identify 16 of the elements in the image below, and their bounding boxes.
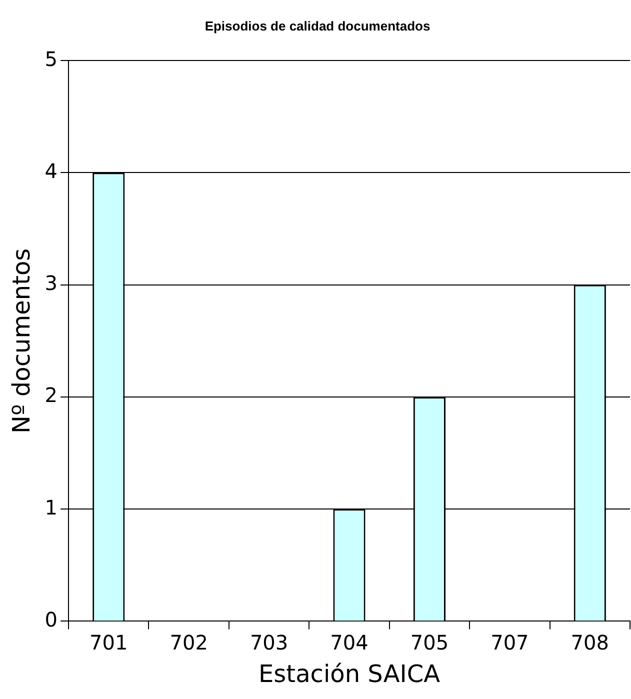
x-tick-label: 702 <box>170 630 208 654</box>
y-axis-title: Nº documentos <box>8 248 36 434</box>
x-tick-label: 703 <box>250 630 288 654</box>
x-tick-label: 704 <box>330 630 368 654</box>
x-tick-label: 705 <box>410 630 449 654</box>
y-tick-label: 4 <box>44 158 58 183</box>
y-tick-label: 3 <box>44 271 58 296</box>
y-tick-label: 1 <box>44 495 58 520</box>
y-tick-label: 0 <box>44 607 58 632</box>
x-tick-label: 707 <box>490 630 529 654</box>
x-axis-title: Estación SAICA <box>258 660 441 688</box>
y-tick-label: 2 <box>44 383 58 408</box>
x-tick-label: 708 <box>570 630 609 654</box>
chart-title: Episodios de calidad documentados <box>204 18 430 34</box>
x-tick-label: 701 <box>90 630 128 654</box>
y-tick-label: 5 <box>44 46 58 71</box>
